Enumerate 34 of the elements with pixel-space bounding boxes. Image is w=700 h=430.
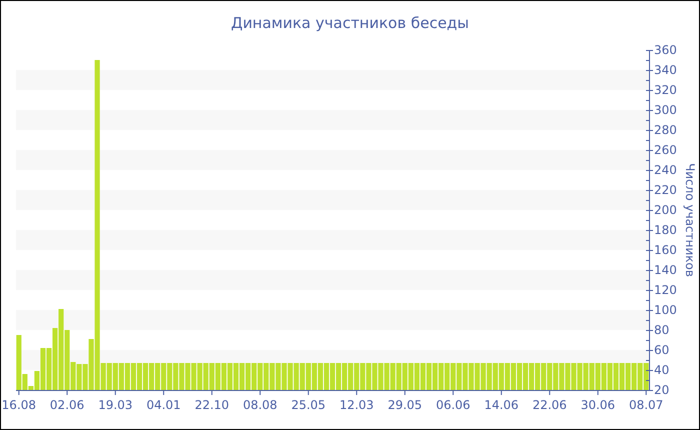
x-tick-label: 30.06 xyxy=(580,398,616,412)
x-tick-label: 22.10 xyxy=(194,398,230,412)
x-tick-label: 16.08 xyxy=(2,398,36,412)
y-tick-label: 360 xyxy=(654,43,677,58)
y-tick-label: 100 xyxy=(654,303,677,318)
y-tick-label: 260 xyxy=(654,143,677,158)
y-tick-label: 140 xyxy=(654,263,677,278)
y-tick-label: 200 xyxy=(654,203,677,218)
y-tick-label: 300 xyxy=(654,103,677,118)
y-tick-label: 240 xyxy=(654,163,677,178)
y-tick-label: 180 xyxy=(654,223,677,238)
chart-title: Динамика участников беседы xyxy=(230,14,470,32)
x-tick-label: 12.03 xyxy=(339,398,374,412)
x-tick-label: 04.01 xyxy=(146,398,181,412)
y-tick-label: 80 xyxy=(654,323,670,338)
y-tick-label: 60 xyxy=(654,343,670,358)
y-tick-label: 340 xyxy=(654,63,677,78)
y-tick-label: 120 xyxy=(654,283,677,298)
x-tick-label: 14.06 xyxy=(484,398,519,412)
y-tick-label: 20 xyxy=(654,383,670,398)
y-axis-title: Число участников xyxy=(683,163,697,277)
x-tick-label: 08.08 xyxy=(242,398,278,412)
y-tick-label: 320 xyxy=(654,83,677,98)
x-tick-label: 06.06 xyxy=(436,398,470,412)
y-tick-label: 160 xyxy=(654,243,677,258)
x-tick-label: 29.05 xyxy=(388,398,422,412)
x-tick-label: 02.06 xyxy=(50,398,84,412)
x-tick-label: 08.07 xyxy=(628,398,664,412)
x-tick-label: 19.03 xyxy=(98,398,133,412)
y-tick-label: 220 xyxy=(654,183,677,198)
y-tick-label: 280 xyxy=(654,123,677,138)
x-tick-label: 22.06 xyxy=(532,398,567,412)
x-tick-label: 25.05 xyxy=(291,398,326,412)
y-tick-label: 40 xyxy=(654,363,670,378)
